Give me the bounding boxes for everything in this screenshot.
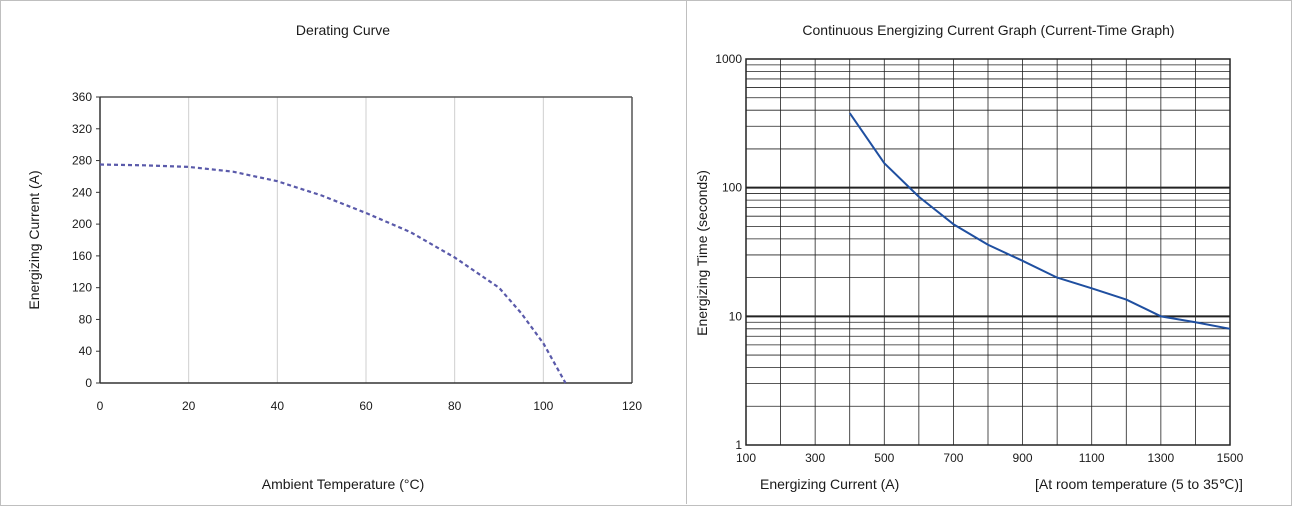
derating-y-tick-label: 120 xyxy=(72,281,92,295)
current-time-chart-title: Continuous Energizing Current Graph (Cur… xyxy=(802,22,1175,38)
derating-x-tick-label: 80 xyxy=(448,399,462,413)
current-time-curve-line xyxy=(848,112,1231,330)
derating-y-tick-label: 240 xyxy=(72,185,92,199)
current-time-x-tick-label: 1500 xyxy=(1217,451,1244,465)
current-time-y-tick-label: 10 xyxy=(729,309,743,323)
current-time-y-tick-label: 100 xyxy=(722,181,742,195)
derating-y-tick-label: 200 xyxy=(72,217,92,231)
current-time-x-tick-label: 300 xyxy=(805,451,825,465)
derating-x-tick-label: 120 xyxy=(622,399,642,413)
current-time-x-tick-label: 1100 xyxy=(1079,451,1105,465)
current-time-x-tick-label: 500 xyxy=(874,451,894,465)
derating-y-tick-label: 280 xyxy=(72,154,92,168)
derating-y-tick-label: 360 xyxy=(72,90,92,104)
current-time-x-axis-label: Energizing Current (A) xyxy=(760,476,900,492)
current-time-x-tick-label: 100 xyxy=(736,451,756,465)
current-time-y-tick-label: 1000 xyxy=(715,52,742,66)
derating-y-tick-label: 80 xyxy=(79,312,93,326)
derating-y-tick-label: 320 xyxy=(72,122,92,136)
current-time-x-tick-label: 900 xyxy=(1013,451,1033,465)
derating-curve-line xyxy=(99,163,567,384)
panel-divider xyxy=(686,0,687,504)
derating-chart-title: Derating Curve xyxy=(295,22,391,38)
derating-x-tick-label: 0 xyxy=(97,399,104,413)
current-time-plot-border xyxy=(745,58,1231,446)
current-time-x-tick-label: 1300 xyxy=(1148,451,1175,465)
derating-x-axis-label: Ambient Temperature (°C) xyxy=(261,476,425,492)
derating-x-tick-label: 40 xyxy=(271,399,285,413)
temperature-note: [At room temperature (5 to 35℃)] xyxy=(1035,476,1243,492)
derating-y-tick-label: 40 xyxy=(79,344,93,358)
derating-y-tick-label: 160 xyxy=(72,249,92,263)
derating-x-tick-label: 20 xyxy=(182,399,196,413)
current-time-x-tick-label: 700 xyxy=(943,451,963,465)
derating-x-tick-label: 60 xyxy=(359,399,373,413)
current-time-y-tick-label: 1 xyxy=(735,438,742,452)
derating-x-tick-label: 100 xyxy=(533,399,553,413)
derating-y-tick-label: 0 xyxy=(85,376,92,390)
